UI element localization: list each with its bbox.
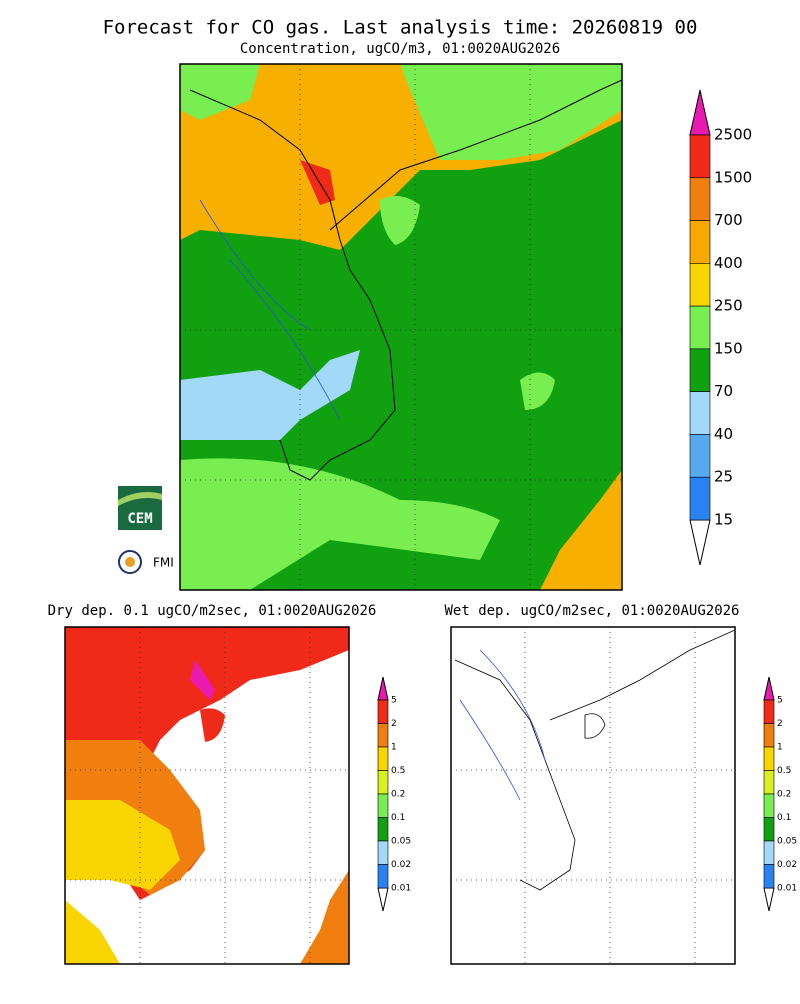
colorbar-segment — [689, 134, 711, 179]
colorbar-label: 0.5 — [777, 766, 791, 776]
colorbar-segment — [763, 723, 775, 748]
colorbar-segment — [763, 817, 775, 842]
colorbar-label: 70 — [714, 382, 733, 400]
colorbar-segment — [689, 220, 711, 264]
colorbar-segment — [763, 746, 775, 771]
colorbar-label: 25 — [714, 468, 733, 486]
colorbar-segment — [377, 793, 389, 818]
colorbar-over — [763, 676, 775, 701]
colorbar-over — [377, 676, 389, 701]
colorbar-label: 0.01 — [391, 884, 411, 894]
dry-map — [64, 626, 350, 965]
colorbar-label: 0.1 — [777, 813, 791, 823]
cem-logo: CEM — [118, 486, 162, 530]
colorbar-label: 150 — [714, 339, 743, 357]
fmi-logo: FMI — [118, 550, 174, 574]
colorbar-label: 5 — [777, 696, 783, 706]
colorbar-segment — [689, 263, 711, 307]
colorbar-label: 5 — [391, 696, 397, 706]
colorbar-label: 0.02 — [777, 860, 797, 870]
subtitle: Concentration, ugCO/m3, 01:0020AUG2026 — [240, 41, 560, 57]
colorbar-segment — [689, 305, 711, 350]
colorbar-segment — [689, 434, 711, 478]
colorbar-label: 400 — [714, 254, 743, 272]
colorbar-label: 0.5 — [391, 766, 405, 776]
colorbar-label: 700 — [714, 211, 743, 229]
logo-text: CEM — [127, 511, 152, 527]
colorbar-label: 1 — [391, 743, 397, 753]
wet-map — [450, 626, 736, 965]
title: Forecast for CO gas. Last analysis time:… — [103, 17, 698, 39]
colorbar-label: 40 — [714, 425, 733, 443]
logo-text: FMI — [153, 556, 174, 570]
colorbar-label: 1500 — [714, 168, 752, 186]
colorbar-label: 0.1 — [391, 813, 405, 823]
colorbar-segment — [763, 770, 775, 795]
colorbar-segment — [377, 864, 389, 889]
colorbar-label: 0.02 — [391, 860, 411, 870]
colorbar-segment — [377, 770, 389, 795]
subtitle: Dry dep. 0.1 ugCO/m2sec, 01:0020AUG2026 — [48, 603, 377, 619]
colorbar-label: 0.2 — [777, 790, 791, 800]
colorbar-under — [763, 887, 775, 912]
colorbar-label: 0.2 — [391, 790, 405, 800]
colorbar-segment — [763, 793, 775, 818]
colorbar-over — [689, 89, 711, 136]
colorbar-segment — [689, 391, 711, 435]
colorbar-segment — [377, 840, 389, 865]
colorbar-label: 15 — [714, 511, 733, 529]
colorbar-segment — [689, 476, 711, 521]
colorbar-segment — [763, 699, 775, 724]
colorbar-segment — [689, 348, 711, 392]
colorbar-label: 0.05 — [777, 837, 797, 847]
colorbar-label: 0.05 — [391, 837, 411, 847]
colorbar-label: 250 — [714, 297, 743, 315]
colorbar-label: 0.01 — [777, 884, 797, 894]
colorbar-segment — [377, 699, 389, 724]
colorbar-label: 2500 — [714, 126, 752, 144]
colorbar-label: 1 — [777, 743, 783, 753]
colorbar-segment — [763, 864, 775, 889]
colorbar-label: 2 — [777, 719, 783, 729]
main-map — [179, 63, 623, 591]
colorbar-segment — [377, 817, 389, 842]
colorbar-segment — [377, 723, 389, 748]
subtitle: Wet dep. ugCO/m2sec, 01:0020AUG2026 — [444, 603, 739, 619]
colorbar-segment — [377, 746, 389, 771]
colorbar-segment — [689, 177, 711, 221]
colorbar-label: 2 — [391, 719, 397, 729]
colorbar-under — [377, 887, 389, 912]
colorbars: 25001500700400250150704025155210.50.20.1… — [377, 89, 797, 912]
colorbar-under — [689, 519, 711, 566]
colorbar-segment — [763, 840, 775, 865]
